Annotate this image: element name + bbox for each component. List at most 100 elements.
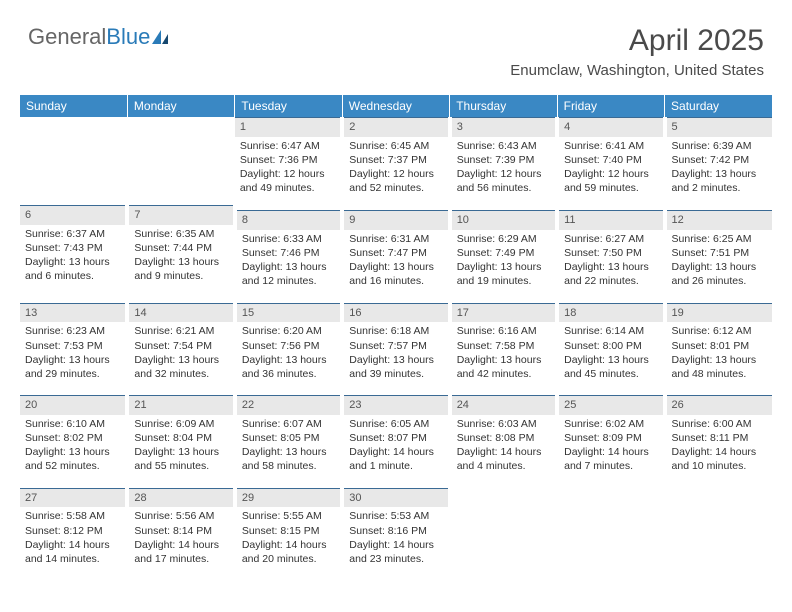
day-details: Sunrise: 6:16 AMSunset: 7:58 PMDaylight:…	[452, 322, 555, 385]
sunrise-line: Sunrise: 6:25 AM	[672, 232, 767, 246]
sunset-line: Sunset: 8:01 PM	[672, 339, 767, 353]
daylight-line: Daylight: 14 hours and 17 minutes.	[134, 538, 227, 566]
sunrise-line: Sunrise: 6:35 AM	[134, 227, 227, 241]
sunrise-line: Sunrise: 5:53 AM	[349, 509, 442, 523]
sunset-line: Sunset: 7:50 PM	[564, 246, 657, 260]
calendar-cell: 19Sunrise: 6:12 AMSunset: 8:01 PMDayligh…	[665, 298, 772, 391]
daylight-line: Daylight: 13 hours and 26 minutes.	[672, 260, 767, 288]
daylight-line: Daylight: 13 hours and 36 minutes.	[242, 353, 335, 381]
daylight-line: Daylight: 13 hours and 32 minutes.	[134, 353, 227, 381]
sunset-line: Sunset: 7:56 PM	[242, 339, 335, 353]
calendar-cell: 7Sunrise: 6:35 AMSunset: 7:44 PMDaylight…	[127, 205, 234, 298]
day-details: Sunrise: 5:55 AMSunset: 8:15 PMDaylight:…	[237, 507, 340, 570]
sunrise-line: Sunrise: 6:27 AM	[564, 232, 657, 246]
day-details: Sunrise: 6:37 AMSunset: 7:43 PMDaylight:…	[20, 225, 125, 288]
daylight-line: Daylight: 14 hours and 10 minutes.	[672, 445, 767, 473]
calendar: SundayMondayTuesdayWednesdayThursdayFrid…	[0, 87, 792, 580]
calendar-cell: 9Sunrise: 6:31 AMSunset: 7:47 PMDaylight…	[342, 205, 449, 298]
day-details: Sunrise: 6:47 AMSunset: 7:36 PMDaylight:…	[235, 137, 340, 200]
day-number: 20	[20, 395, 125, 415]
day-number: 30	[344, 488, 447, 508]
day-header: Wednesday	[342, 95, 449, 117]
sunset-line: Sunset: 8:16 PM	[349, 524, 442, 538]
day-details: Sunrise: 6:25 AMSunset: 7:51 PMDaylight:…	[667, 230, 772, 293]
logo-text-left: General	[28, 24, 106, 50]
sunset-line: Sunset: 7:36 PM	[240, 153, 335, 167]
calendar-cell: 13Sunrise: 6:23 AMSunset: 7:53 PMDayligh…	[20, 298, 127, 391]
day-number: 26	[667, 395, 772, 415]
sunrise-line: Sunrise: 5:55 AM	[242, 509, 335, 523]
day-number: 18	[559, 303, 662, 323]
day-number: 1	[235, 117, 340, 137]
sunset-line: Sunset: 8:09 PM	[564, 431, 657, 445]
calendar-cell: 18Sunrise: 6:14 AMSunset: 8:00 PMDayligh…	[557, 298, 664, 391]
calendar-cell: 21Sunrise: 6:09 AMSunset: 8:04 PMDayligh…	[127, 390, 234, 483]
calendar-cell	[450, 483, 557, 576]
day-header-row: SundayMondayTuesdayWednesdayThursdayFrid…	[20, 95, 772, 117]
logo-text-right: Blue	[106, 24, 150, 50]
sunset-line: Sunset: 8:11 PM	[672, 431, 767, 445]
sunset-line: Sunset: 8:14 PM	[134, 524, 227, 538]
daylight-line: Daylight: 13 hours and 22 minutes.	[564, 260, 657, 288]
calendar-cell: 29Sunrise: 5:55 AMSunset: 8:15 PMDayligh…	[235, 483, 342, 576]
day-number: 17	[452, 303, 555, 323]
sunrise-line: Sunrise: 6:09 AM	[134, 417, 227, 431]
calendar-cell: 27Sunrise: 5:58 AMSunset: 8:12 PMDayligh…	[20, 483, 127, 576]
sunset-line: Sunset: 7:51 PM	[672, 246, 767, 260]
sunrise-line: Sunrise: 6:39 AM	[672, 139, 767, 153]
day-number: 7	[129, 205, 232, 225]
daylight-line: Daylight: 13 hours and 39 minutes.	[349, 353, 442, 381]
calendar-cell: 17Sunrise: 6:16 AMSunset: 7:58 PMDayligh…	[450, 298, 557, 391]
day-number: 5	[667, 117, 772, 137]
sunrise-line: Sunrise: 6:47 AM	[240, 139, 335, 153]
sunrise-line: Sunrise: 6:10 AM	[25, 417, 120, 431]
daylight-line: Daylight: 14 hours and 7 minutes.	[564, 445, 657, 473]
sunrise-line: Sunrise: 6:16 AM	[457, 324, 550, 338]
calendar-cell: 10Sunrise: 6:29 AMSunset: 7:49 PMDayligh…	[450, 205, 557, 298]
day-number: 12	[667, 210, 772, 230]
calendar-cell: 3Sunrise: 6:43 AMSunset: 7:39 PMDaylight…	[450, 117, 557, 205]
day-details: Sunrise: 6:27 AMSunset: 7:50 PMDaylight:…	[559, 230, 662, 293]
sunset-line: Sunset: 8:08 PM	[457, 431, 550, 445]
day-details: Sunrise: 6:43 AMSunset: 7:39 PMDaylight:…	[452, 137, 555, 200]
day-number: 11	[559, 210, 662, 230]
day-details: Sunrise: 6:07 AMSunset: 8:05 PMDaylight:…	[237, 415, 340, 478]
calendar-cell: 15Sunrise: 6:20 AMSunset: 7:56 PMDayligh…	[235, 298, 342, 391]
calendar-cell	[127, 117, 234, 205]
day-details: Sunrise: 6:39 AMSunset: 7:42 PMDaylight:…	[667, 137, 772, 200]
day-details: Sunrise: 6:18 AMSunset: 7:57 PMDaylight:…	[344, 322, 447, 385]
day-number: 25	[559, 395, 662, 415]
calendar-cell: 23Sunrise: 6:05 AMSunset: 8:07 PMDayligh…	[342, 390, 449, 483]
day-details: Sunrise: 6:29 AMSunset: 7:49 PMDaylight:…	[452, 230, 555, 293]
calendar-row: 27Sunrise: 5:58 AMSunset: 8:12 PMDayligh…	[20, 483, 772, 576]
calendar-cell: 20Sunrise: 6:10 AMSunset: 8:02 PMDayligh…	[20, 390, 127, 483]
day-details: Sunrise: 6:14 AMSunset: 8:00 PMDaylight:…	[559, 322, 662, 385]
daylight-line: Daylight: 13 hours and 48 minutes.	[672, 353, 767, 381]
day-details: Sunrise: 6:35 AMSunset: 7:44 PMDaylight:…	[129, 225, 232, 288]
daylight-line: Daylight: 13 hours and 2 minutes.	[672, 167, 767, 195]
sunrise-line: Sunrise: 6:37 AM	[25, 227, 120, 241]
sunrise-line: Sunrise: 6:21 AM	[134, 324, 227, 338]
calendar-cell: 22Sunrise: 6:07 AMSunset: 8:05 PMDayligh…	[235, 390, 342, 483]
sunset-line: Sunset: 8:12 PM	[25, 524, 120, 538]
calendar-cell: 14Sunrise: 6:21 AMSunset: 7:54 PMDayligh…	[127, 298, 234, 391]
day-details: Sunrise: 6:41 AMSunset: 7:40 PMDaylight:…	[559, 137, 662, 200]
sunset-line: Sunset: 7:57 PM	[349, 339, 442, 353]
day-number: 13	[20, 303, 125, 323]
calendar-body: 1Sunrise: 6:47 AMSunset: 7:36 PMDaylight…	[20, 117, 772, 575]
sunrise-line: Sunrise: 6:43 AM	[457, 139, 550, 153]
calendar-cell: 6Sunrise: 6:37 AMSunset: 7:43 PMDaylight…	[20, 205, 127, 298]
day-header: Friday	[557, 95, 664, 117]
day-details: Sunrise: 6:23 AMSunset: 7:53 PMDaylight:…	[20, 322, 125, 385]
day-header: Monday	[127, 95, 234, 117]
sunset-line: Sunset: 7:40 PM	[564, 153, 657, 167]
daylight-line: Daylight: 13 hours and 6 minutes.	[25, 255, 120, 283]
calendar-cell: 11Sunrise: 6:27 AMSunset: 7:50 PMDayligh…	[557, 205, 664, 298]
sunset-line: Sunset: 7:53 PM	[25, 339, 120, 353]
day-number: 6	[20, 205, 125, 225]
sunset-line: Sunset: 8:05 PM	[242, 431, 335, 445]
day-number: 21	[129, 395, 232, 415]
sunset-line: Sunset: 7:54 PM	[134, 339, 227, 353]
sunset-line: Sunset: 8:02 PM	[25, 431, 120, 445]
calendar-row: 1Sunrise: 6:47 AMSunset: 7:36 PMDaylight…	[20, 117, 772, 205]
